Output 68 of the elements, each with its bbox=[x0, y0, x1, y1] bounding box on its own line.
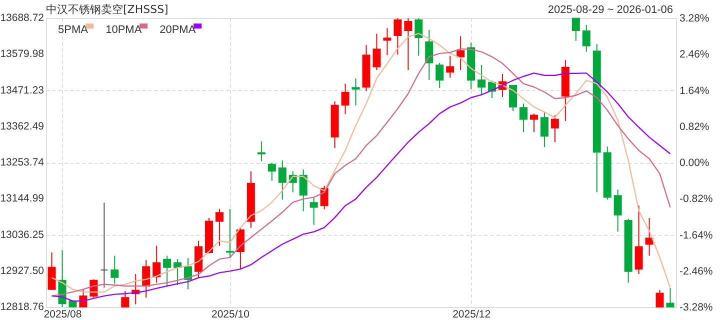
candlestick bbox=[425, 29, 434, 81]
candlestick bbox=[215, 208, 224, 246]
candlestick bbox=[341, 83, 350, 114]
legend-label: 10PMA bbox=[106, 24, 142, 36]
y2-tick-label: -2.46% bbox=[680, 265, 713, 278]
y-tick-label: 12927.50 bbox=[0, 264, 44, 277]
y2-tick-label: 0.82% bbox=[680, 120, 710, 133]
candlestick bbox=[152, 245, 161, 284]
candlestick bbox=[257, 140, 266, 162]
y-tick-label: 13144.99 bbox=[0, 192, 44, 205]
x-tick-label: 2025/08 bbox=[44, 308, 82, 320]
candlestick bbox=[121, 290, 130, 308]
candlestick bbox=[582, 24, 590, 52]
candlestick bbox=[383, 28, 392, 56]
candlestick bbox=[614, 189, 622, 232]
candlestick bbox=[572, 18, 580, 42]
candlestick bbox=[446, 55, 454, 78]
candlestick bbox=[174, 258, 182, 286]
y-tick-label: 13471.23 bbox=[0, 84, 44, 96]
y-tick-label: 13036.25 bbox=[0, 228, 44, 241]
candlestick bbox=[530, 113, 538, 133]
y2-tick-label: 1.64% bbox=[680, 84, 710, 97]
candlestick bbox=[79, 288, 88, 308]
candlestick bbox=[310, 197, 318, 226]
candlestick bbox=[508, 84, 517, 112]
candlestick bbox=[163, 255, 172, 286]
y2-tick-label: -0.82% bbox=[680, 193, 713, 206]
candlestick bbox=[299, 168, 308, 212]
y2-tick-label: 3.28% bbox=[680, 12, 710, 24]
candlestick bbox=[456, 36, 465, 71]
candlestick bbox=[656, 289, 664, 308]
candlestick bbox=[478, 64, 486, 96]
candlestick bbox=[352, 78, 360, 106]
x-tick-label: 2025/12 bbox=[452, 308, 491, 320]
candlestick bbox=[184, 258, 192, 290]
candlestick bbox=[226, 208, 234, 258]
y2-tick-label: 0.00% bbox=[680, 157, 710, 169]
candlestick bbox=[550, 114, 559, 143]
candlestick bbox=[110, 255, 119, 284]
y-tick-label: 13362.49 bbox=[0, 120, 44, 132]
y-tick-label: 12818.76 bbox=[0, 301, 44, 313]
candlestick bbox=[394, 18, 402, 55]
legend-label: 20PMA bbox=[160, 24, 196, 36]
candlestick bbox=[100, 202, 108, 288]
candlestick bbox=[404, 18, 412, 71]
candlestick bbox=[645, 217, 654, 256]
y2-tick-label: 2.46% bbox=[680, 48, 710, 61]
candlestick bbox=[236, 227, 244, 270]
y2-tick-label: -1.64% bbox=[680, 229, 713, 242]
candlestick bbox=[48, 252, 56, 290]
candlestick bbox=[414, 18, 423, 56]
candlestick bbox=[666, 287, 674, 308]
candlestick bbox=[142, 260, 150, 298]
legend-label: 5PMA bbox=[58, 24, 89, 36]
candlestick bbox=[268, 162, 276, 182]
y2-tick-label: -3.28% bbox=[680, 302, 713, 314]
chart-title: 中汉不锈钢卖空[ZHSSS] bbox=[46, 3, 168, 16]
chart-subtitle: 2025-08-29 ~ 2026-01-06 bbox=[548, 4, 673, 16]
candlestick bbox=[519, 103, 528, 133]
y-tick-label: 13579.98 bbox=[0, 48, 44, 60]
x-tick-label: 2025/10 bbox=[211, 308, 250, 320]
candlestick bbox=[372, 33, 381, 71]
candlestick bbox=[436, 62, 444, 88]
y-tick-label: 13688.72 bbox=[0, 12, 44, 24]
candlestick bbox=[634, 205, 643, 275]
candlestick bbox=[540, 111, 548, 148]
candlestick bbox=[278, 160, 286, 200]
y-tick-label: 13253.74 bbox=[0, 156, 44, 168]
